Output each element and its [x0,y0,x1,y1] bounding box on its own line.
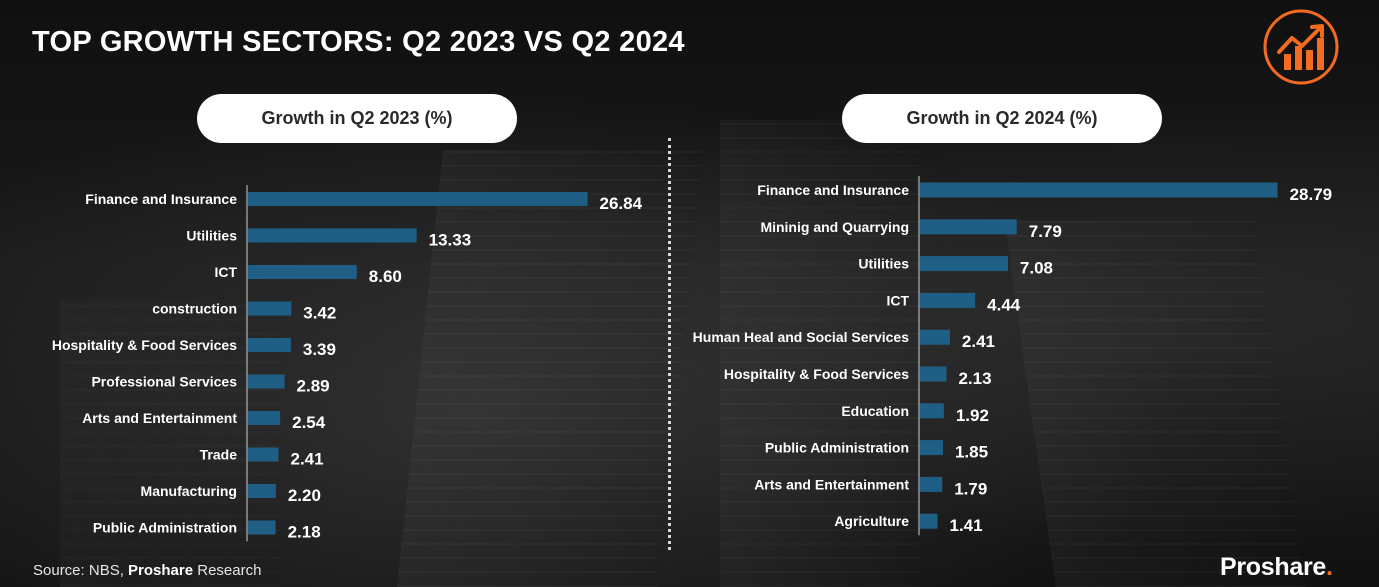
category-label: Utilities [858,256,909,272]
bar [920,440,943,456]
brand-logo: Proshare. [1220,553,1333,582]
source-note: Source: NBS, Proshare Research [33,562,261,579]
value-label: 4.44 [987,295,1021,314]
source-suffix: Research [193,562,262,579]
value-label: 26.84 [600,194,643,213]
category-label: Finance and Insurance [757,182,909,198]
source-brand: Proshare [128,562,194,579]
category-label: construction [152,301,237,317]
bar [248,301,292,316]
bar [248,520,276,535]
category-label: Mininig and Quarrying [760,219,909,235]
category-label: Arts and Entertainment [82,410,237,426]
value-label: 2.54 [292,413,326,432]
bar [248,374,285,389]
category-label: Human Heal and Social Services [693,329,910,345]
category-label: Public Administration [765,440,909,456]
source-prefix: Source: NBS, [33,562,129,579]
bar [920,219,1017,235]
category-label: Manufacturing [141,483,237,499]
bar [920,366,947,382]
bar [920,329,950,345]
value-label: 3.39 [303,340,336,359]
category-label: Public Administration [93,520,237,536]
page-title: TOP GROWTH SECTORS: Q2 2023 VS Q2 2024 [32,26,685,58]
chart-0: Finance and Insurance 26.84 Utilities 13.33… [52,185,643,542]
value-label: 28.79 [1290,185,1333,204]
category-label: Trade [200,447,238,463]
value-label: 2.20 [288,486,321,505]
category-label: Education [841,403,909,419]
bar [920,403,944,419]
bar [920,292,976,308]
value-label: 2.41 [290,450,323,469]
category-label: ICT [886,292,909,308]
value-label: 3.42 [303,304,336,323]
value-label: 2.89 [297,377,330,396]
value-label: 2.18 [288,523,321,542]
brand-name: Proshare [1220,553,1326,581]
growth-chart-arrow-icon [1262,8,1340,86]
brand-dot: . [1326,553,1333,581]
bar [248,411,281,425]
value-label: 13.33 [429,231,472,250]
chart-title-q2-2024: Growth in Q2 2024 (%) [842,94,1162,143]
panel-divider [668,138,671,550]
bar [920,256,1008,272]
value-label: 8.60 [369,267,402,286]
value-label: 7.08 [1020,259,1053,278]
category-label: Agriculture [834,513,909,529]
category-label: Hospitality & Food Services [52,337,237,353]
value-label: 2.13 [958,369,991,388]
bar [920,513,938,529]
bar [248,484,276,498]
bar [920,182,1278,198]
bar [248,338,291,352]
chart-title-q2-2023: Growth in Q2 2023 (%) [197,94,517,143]
category-label: ICT [214,264,237,280]
value-label: 2.41 [962,332,995,351]
category-label: Professional Services [91,374,237,390]
bar [248,265,357,279]
bar [248,192,588,206]
value-label: 7.79 [1029,222,1062,241]
category-label: Hospitality & Food Services [724,366,909,382]
category-label: Utilities [186,228,237,244]
value-label: 1.41 [950,516,983,535]
bar [920,476,943,492]
category-label: Arts and Entertainment [754,476,909,492]
bar [248,228,417,243]
chart-1: Finance and Insurance 28.79 Mininig and Qu… [693,176,1333,536]
value-label: 1.79 [954,479,987,498]
bar [248,447,279,462]
value-label: 1.92 [956,406,989,425]
value-label: 1.85 [955,443,988,462]
category-label: Finance and Insurance [85,191,237,207]
